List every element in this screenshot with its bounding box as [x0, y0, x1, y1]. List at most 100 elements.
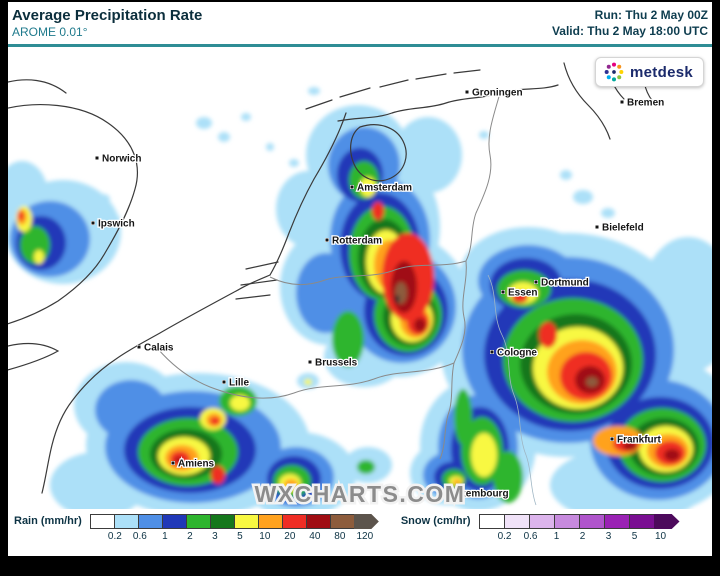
legend-tick: 20 — [284, 531, 296, 542]
legend-color-swatch — [578, 514, 605, 529]
legend-underflow-segment — [89, 514, 115, 529]
city-label: Calais — [144, 343, 174, 354]
run-label: Run: Thu 2 May 00Z — [594, 8, 708, 22]
legend-color-swatch — [137, 514, 163, 529]
city-label: Ipswich — [98, 219, 135, 230]
map-area: Groningen Bremen Norwich Amsterdam Ipswich Bi… — [8, 47, 712, 509]
legend-color-swatch — [305, 514, 331, 529]
legend-tick: 0.2 — [107, 531, 122, 542]
city-label: Cologne — [497, 348, 537, 359]
snow-scale-label: Snow (cm/hr) — [400, 515, 471, 527]
legend-color-swatch — [603, 514, 630, 529]
city-marker: Ipswich — [91, 217, 136, 231]
metdesk-star-icon — [604, 62, 624, 82]
legend-tick: 1 — [553, 531, 560, 542]
city-marker: Dortmund — [534, 276, 590, 290]
legend-color-swatch — [185, 514, 211, 529]
city-marker: Essen — [501, 286, 539, 300]
city-label: Brussels — [315, 358, 358, 369]
city-dot — [95, 156, 99, 160]
legend-color-swatch — [113, 514, 139, 529]
city-label: Lille — [229, 378, 249, 389]
city-dot — [534, 280, 538, 284]
watermark: WXCHARTS.COM — [255, 481, 466, 507]
header-left: Average Precipitation Rate AROME 0.01° — [12, 7, 202, 40]
legend-underflow-segment — [478, 514, 505, 529]
city-dot — [91, 221, 95, 225]
city-dot — [171, 461, 175, 465]
city-dot — [501, 290, 505, 294]
city-label: Frankfurt — [617, 435, 662, 446]
city-dot — [610, 437, 614, 441]
legend-color-swatch — [628, 514, 655, 529]
city-label: Amiens — [178, 459, 215, 470]
legend-tick: 0.2 — [497, 531, 512, 542]
city-label: Bremen — [627, 98, 664, 109]
city-marker: Amsterdam — [350, 181, 413, 195]
legend-tick: 3 — [212, 531, 218, 542]
city-marker: Rotterdam — [325, 234, 383, 248]
city-marker: Cologne — [490, 346, 539, 360]
coastline-layer — [8, 60, 657, 494]
city-dot — [350, 185, 354, 189]
city-marker: Frankfurt — [610, 433, 663, 447]
city-dot — [222, 380, 226, 384]
rain-scale: Rain (mm/hr) 0.2 0.6 1 2 3 5 10 20 40 80 120 — [14, 514, 379, 544]
rain-tick-row: 0.2 0.6 1 2 3 5 10 20 40 80 120 — [90, 529, 379, 544]
precipitation-overlay — [8, 87, 712, 509]
legend-tick: 0.6 — [523, 531, 538, 542]
city-label: Luxembourg — [448, 489, 509, 500]
legend-overflow-arrow — [653, 514, 680, 529]
legend-color-swatch — [257, 514, 283, 529]
city-marker: Lille — [222, 376, 251, 390]
city-dot — [325, 238, 329, 242]
city-label: Norwich — [102, 154, 141, 165]
legend-tick: 10 — [259, 531, 271, 542]
city-dot — [137, 345, 141, 349]
city-marker: Bielefeld — [595, 221, 645, 235]
legend-color-swatch — [503, 514, 530, 529]
model-label: AROME 0.01° — [12, 25, 88, 39]
city-label: Rotterdam — [332, 236, 382, 247]
legend-tick: 80 — [334, 531, 346, 542]
legend-color-swatch — [233, 514, 259, 529]
page-title: Average Precipitation Rate — [12, 7, 203, 24]
city-label: Bielefeld — [602, 223, 644, 234]
metdesk-logo-text: metdesk — [630, 63, 693, 81]
legend-color-swatch — [209, 514, 235, 529]
city-label: Dortmund — [541, 278, 589, 289]
rain-layer-80 — [394, 282, 598, 387]
valid-label: Valid: Thu 2 May 18:00 UTC — [551, 24, 708, 38]
legend-tick: 3 — [605, 531, 612, 542]
city-dot — [441, 491, 445, 495]
legend-color-swatch — [329, 514, 355, 529]
rain-scale-label: Rain (mm/hr) — [14, 515, 82, 527]
map-canvas: Groningen Bremen Norwich Amsterdam Ipswich Bi… — [8, 60, 712, 509]
city-dot — [465, 90, 469, 94]
city-marker: Norwich — [95, 152, 143, 166]
legend-tick: 2 — [579, 531, 586, 542]
city-label: Essen — [508, 288, 537, 299]
legend-tick: 120 — [356, 531, 374, 542]
header-right: Run: Thu 2 May 00Z Valid: Thu 2 May 18:0… — [552, 7, 708, 39]
legend-tick: 5 — [631, 531, 638, 542]
header: Average Precipitation Rate AROME 0.01° R… — [8, 2, 712, 44]
city-dot — [595, 225, 599, 229]
legend-overflow-arrow — [353, 514, 379, 529]
city-marker: Luxembourg — [441, 487, 510, 501]
legend-tick: 1 — [162, 531, 168, 542]
legend-color-swatch — [161, 514, 187, 529]
snow-bar-wrap: 0.2 0.6 1 2 3 5 10 — [478, 514, 680, 544]
city-marker: Groningen — [465, 86, 524, 100]
legend-tick: 5 — [237, 531, 243, 542]
snow-scale: Snow (cm/hr) 0.2 0.6 1 2 3 5 10 — [401, 514, 680, 544]
city-marker: Calais — [137, 341, 175, 355]
city-dot — [620, 100, 624, 104]
city-dot — [308, 360, 312, 364]
snow-color-bar — [478, 514, 680, 529]
legend-tick: 10 — [654, 531, 667, 542]
rain-color-bar — [89, 514, 379, 529]
metdesk-logo[interactable]: metdesk — [595, 57, 704, 87]
snow-tick-row: 0.2 0.6 1 2 3 5 10 — [479, 529, 680, 544]
